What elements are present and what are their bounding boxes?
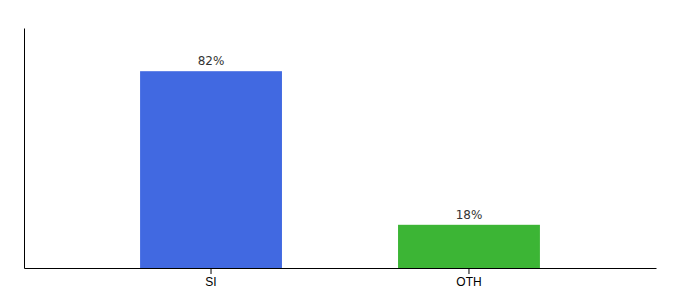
chart-container: SI OTH 82% 18% — [0, 0, 680, 300]
x-tick-mark — [211, 268, 212, 274]
y-axis-line — [24, 29, 25, 269]
bars — [140, 71, 540, 268]
data-labels: 82% 18% — [198, 54, 483, 222]
x-axis: SI OTH — [25, 268, 657, 289]
y-axis — [24, 29, 25, 269]
chart-svg: SI OTH 82% 18% — [0, 0, 680, 300]
x-tick: SI — [205, 268, 216, 289]
data-label: 82% — [198, 54, 225, 68]
x-axis-line — [25, 268, 657, 269]
x-tick-label: OTH — [456, 275, 481, 289]
x-tick: OTH — [456, 268, 481, 289]
plot-area: SI OTH 82% 18% — [25, 29, 657, 289]
x-tick-mark — [468, 268, 469, 274]
bar — [140, 71, 282, 268]
x-tick-label: SI — [205, 275, 216, 289]
bar — [398, 225, 540, 268]
data-label: 18% — [456, 208, 483, 222]
